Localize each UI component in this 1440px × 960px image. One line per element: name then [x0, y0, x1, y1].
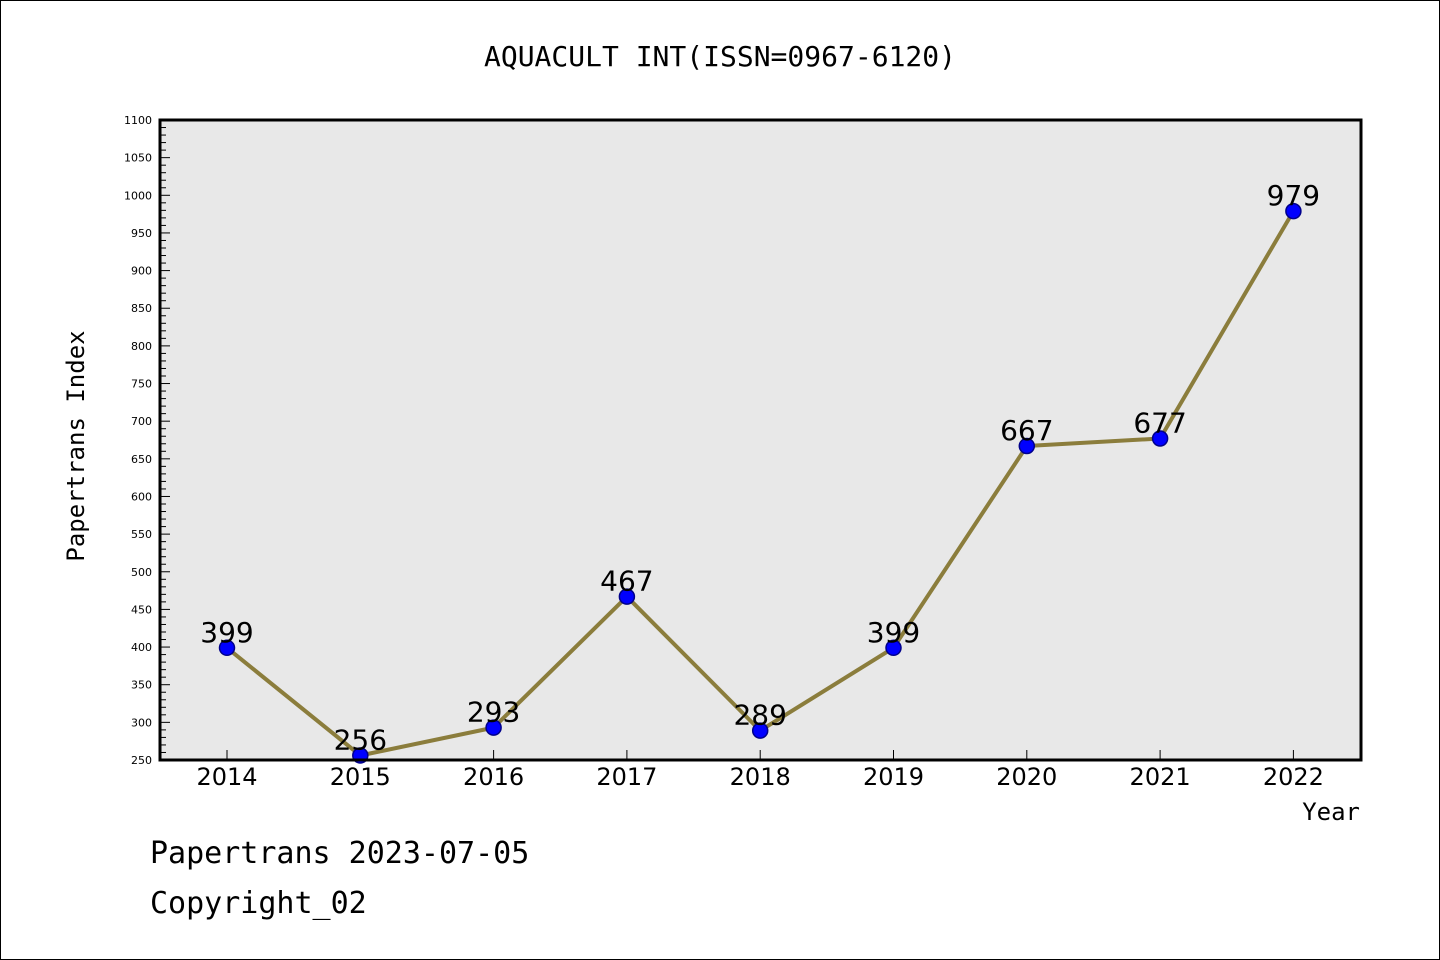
y-tick-label: 1050 [124, 152, 152, 165]
y-tick-label: 350 [131, 679, 152, 692]
y-tick-label: 900 [131, 265, 152, 278]
plot-area [160, 120, 1361, 760]
data-point [485, 719, 502, 736]
y-tick-label: 300 [131, 716, 152, 729]
y-tick-label: 400 [131, 641, 152, 654]
y-tick-label: 250 [131, 754, 152, 767]
x-tick-label: 2022 [1263, 763, 1324, 791]
footer-date: Papertrans 2023-07-05 [150, 836, 529, 871]
data-point [885, 639, 902, 657]
data-point [1151, 430, 1169, 447]
y-tick-label: 500 [131, 566, 152, 579]
x-tick-label: 2020 [996, 763, 1057, 791]
y-tick-label: 950 [131, 227, 152, 240]
data-point [1018, 437, 1036, 455]
y-tick-label: 700 [131, 415, 152, 428]
data-point [618, 588, 636, 605]
data-label: 256 [334, 723, 387, 756]
x-axis-tick-labels: 2014 2015 2016 2017 2018 2019 2020 2021 2022 [196, 763, 1323, 791]
y-tick-label: 650 [131, 453, 152, 466]
x-tick-label: 2021 [1130, 763, 1191, 791]
y-tick-label: 800 [131, 340, 152, 353]
data-point [751, 722, 769, 739]
data-label: 979 [1267, 179, 1320, 212]
x-tick-label: 2015 [330, 763, 391, 791]
y-tick-label: 750 [131, 378, 152, 391]
data-label: 677 [1133, 406, 1186, 439]
y-axis-tick-labels: 250 300 350 400 450 500 550 600 650 700 750 800 850 9… [124, 114, 152, 767]
data-label: 467 [600, 565, 653, 598]
data-point [218, 639, 236, 657]
plot-border [158, 118, 1363, 762]
x-tick-label: 2014 [196, 763, 257, 791]
data-point [1285, 202, 1302, 220]
y-tick-label: 850 [131, 302, 152, 315]
footer-copyright: Copyright_02 [150, 886, 367, 921]
y-tick-label: 600 [131, 490, 152, 503]
data-label: 289 [733, 699, 786, 732]
y-tick-label: 450 [131, 603, 152, 616]
x-tick-label: 2016 [463, 763, 524, 791]
data-label: 293 [467, 696, 520, 729]
y-tick-label: 1100 [124, 114, 152, 127]
x-tick-label: 2017 [596, 763, 657, 791]
x-tick-label: 2018 [730, 763, 791, 791]
y-axis-label: Papertrans Index [62, 330, 90, 561]
data-label: 399 [200, 616, 253, 649]
data-label: 399 [867, 616, 920, 649]
chart-title: AQUACULT INT(ISSN=0967-6120) [484, 40, 956, 73]
x-axis-label: Year [1302, 798, 1360, 826]
data-labels: 399 256 293 467 289 399 667 677 979 [200, 179, 1320, 756]
data-label: 667 [1000, 414, 1053, 447]
x-tick-label: 2019 [863, 763, 924, 791]
y-tick-label: 550 [131, 528, 152, 541]
y-tick-label: 1000 [124, 189, 152, 202]
